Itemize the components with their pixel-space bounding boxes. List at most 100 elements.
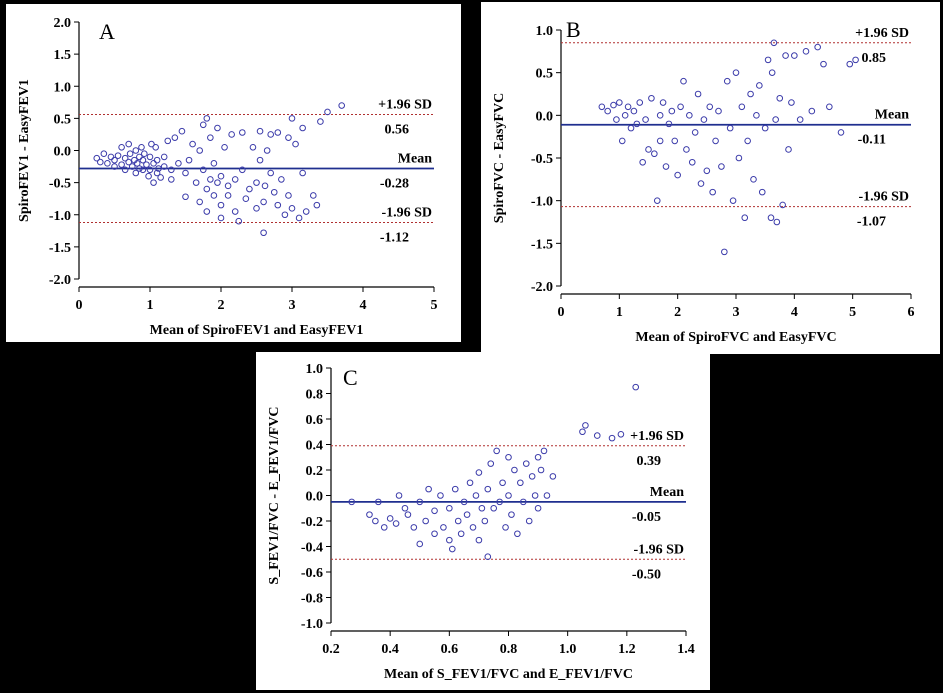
y-tick-label: -1.0 <box>531 195 553 210</box>
x-tick-label: 0 <box>558 305 565 320</box>
mean-line-value: -0.11 <box>858 133 886 148</box>
data-point <box>104 160 111 167</box>
data-point <box>502 524 509 531</box>
data-point <box>256 156 264 164</box>
data-point <box>143 161 150 168</box>
data-point <box>788 99 795 106</box>
data-point <box>715 107 722 115</box>
data-point <box>764 56 772 64</box>
data-point <box>392 520 400 527</box>
data-point <box>121 154 129 162</box>
data-point <box>469 524 477 531</box>
data-point <box>779 201 786 209</box>
y-tick-label: 0.6 <box>306 413 324 428</box>
y-tick-label: -2.0 <box>49 273 71 288</box>
data-point <box>791 52 798 59</box>
data-point <box>217 214 225 222</box>
data-point <box>481 517 489 525</box>
data-point <box>534 504 542 512</box>
data-point <box>182 193 189 201</box>
data-point <box>671 137 679 145</box>
data-point <box>487 460 495 467</box>
data-point <box>508 511 515 518</box>
data-point <box>145 172 152 180</box>
data-point <box>431 507 438 515</box>
y-tick-label: 1.0 <box>306 362 324 377</box>
data-point <box>214 124 221 132</box>
x-tick-label: 1 <box>616 305 623 320</box>
data-point <box>796 116 804 123</box>
data-point <box>207 176 214 183</box>
data-point <box>826 103 833 111</box>
data-point <box>700 116 708 123</box>
data-point <box>401 504 409 512</box>
data-point <box>457 530 465 538</box>
data-point <box>735 154 743 162</box>
chart-a: -2.0 -1.5 -1.0 -0.5 0.0 0.5 1.0 1.5 2.0 0 1 2 3 4 5 +1.… <box>17 16 438 338</box>
y-tick-label: -2.0 <box>531 280 553 295</box>
panel-a: -2.0 -1.5 -1.0 -0.5 0.0 0.5 1.0 1.5 2.0 0 1 2 3 4 5 +1.… <box>6 4 461 342</box>
chart-b: -2.0 -1.5 -1.0 -0.5 0.0 0.5 1.0 0 1 2 3 4 5 6 +1.96 SD… <box>492 17 915 345</box>
data-point <box>706 103 714 111</box>
data-point <box>118 161 125 168</box>
data-point <box>645 146 652 153</box>
data-point <box>125 140 132 148</box>
x-tick-label: 0.6 <box>441 642 459 657</box>
y-tick-label: -1.5 <box>531 237 553 252</box>
data-point <box>756 82 763 89</box>
upper-line-value: 0.56 <box>385 123 410 138</box>
data-point <box>852 56 859 64</box>
data-point <box>422 517 429 525</box>
x-axis-label: Mean of SpiroFVC and EasyFVC <box>635 330 836 345</box>
data-point <box>744 137 751 145</box>
data-point <box>372 517 379 525</box>
y-tick-label: 0.4 <box>306 439 324 454</box>
chart-c: -1.0 -0.8 -0.6 -0.4 -0.2 0.0 0.2 0.4 0.6 0.8 1.0 0.… <box>267 362 695 682</box>
data-point <box>189 140 196 148</box>
data-point <box>128 163 136 170</box>
x-tick-label: 0 <box>76 298 83 313</box>
data-point <box>93 154 101 162</box>
data-point <box>767 214 775 222</box>
y-tick-label: 0.2 <box>306 464 324 479</box>
data-point <box>196 147 203 154</box>
data-point <box>313 201 321 209</box>
data-point <box>192 179 200 186</box>
data-point <box>753 112 760 119</box>
data-point <box>228 131 235 138</box>
data-point <box>490 504 498 512</box>
data-point <box>246 185 253 193</box>
x-tick-label: 2 <box>218 298 225 313</box>
y-axis-label: S_FEV1/FVC - E_FEV1/FVC <box>267 406 282 584</box>
data-point <box>505 453 512 461</box>
data-point <box>499 479 506 487</box>
y-tick-label: -1.0 <box>49 209 71 224</box>
data-point <box>118 143 125 151</box>
data-point <box>182 169 189 177</box>
data-point <box>168 166 175 174</box>
data-point <box>267 169 275 177</box>
x-tick-label: 1.0 <box>559 642 577 657</box>
data-point <box>155 165 162 172</box>
data-point <box>668 107 676 115</box>
data-point <box>466 479 474 487</box>
data-point <box>627 124 635 132</box>
data-point <box>618 137 626 145</box>
data-point <box>270 188 278 196</box>
panel-label: B <box>566 17 581 42</box>
panel-label: C <box>343 365 358 390</box>
x-tick-label: 1.4 <box>677 642 695 657</box>
data-point <box>139 156 147 164</box>
data-point <box>285 192 292 199</box>
data-point <box>674 171 681 179</box>
data-point <box>148 140 155 148</box>
x-tick-label: 4 <box>791 305 798 320</box>
data-point <box>656 137 664 145</box>
data-point <box>802 48 810 55</box>
upper-line-label: +1.96 SD <box>855 26 909 41</box>
data-point <box>299 124 306 132</box>
data-point <box>750 176 757 183</box>
panel-b: -2.0 -1.5 -1.0 -0.5 0.0 0.5 1.0 0 1 2 3 4 5 6 +1.96 SD… <box>481 2 940 354</box>
data-point <box>505 492 512 499</box>
y-axis-label: SpiroFEV1 - EasyFEV1 <box>17 79 32 222</box>
